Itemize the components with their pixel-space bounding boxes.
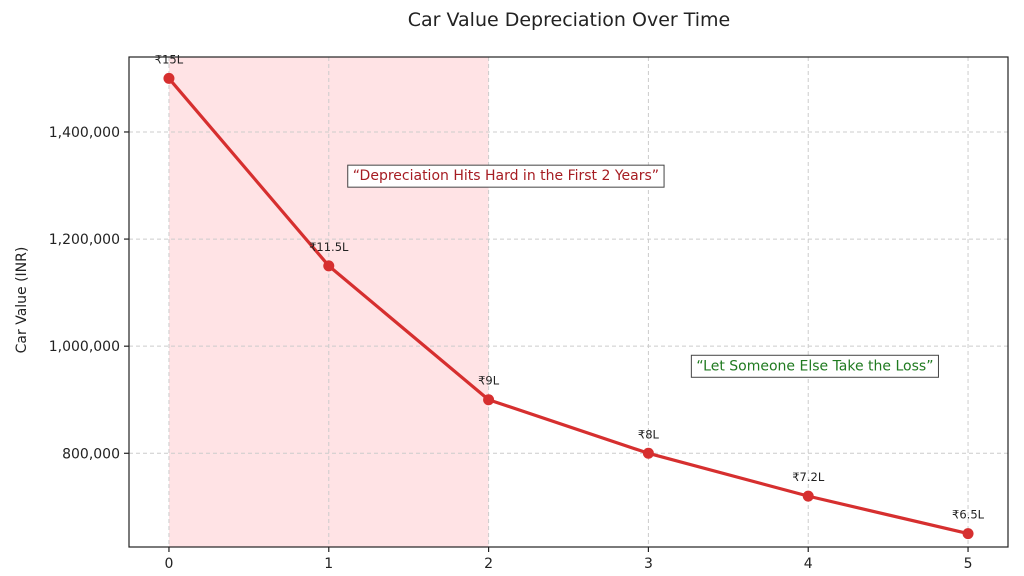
data-point	[802, 490, 814, 502]
data-label: ₹6.5L	[952, 508, 985, 522]
x-tick-label: 4	[804, 556, 813, 572]
grid-lines	[129, 57, 1008, 547]
x-tick-label: 2	[484, 556, 493, 572]
x-tick-label: 0	[164, 556, 173, 572]
chart-title: Car Value Depreciation Over Time	[408, 9, 730, 31]
annotation: “Let Someone Else Take the Loss”	[690, 354, 939, 378]
data-labels: ₹15L ₹11.5L ₹9L ₹8L ₹7.2L ₹6.5L	[155, 52, 985, 521]
annotation-text: “Depreciation Hits Hard in the First 2 Y…	[353, 168, 659, 184]
data-label: ₹11.5L	[309, 240, 349, 254]
y-tick-label: 1,400,000	[49, 125, 120, 141]
y-axis-label: Car Value (INR)	[14, 247, 30, 354]
data-point	[483, 394, 495, 406]
annotation-text: “Let Someone Else Take the Loss”	[696, 358, 933, 374]
x-tick-label: 1	[324, 556, 333, 572]
annotation-box	[690, 354, 939, 378]
data-point	[962, 528, 974, 540]
x-axis-ticks: 0 1 2 3 4 5	[164, 547, 973, 572]
data-label: ₹8L	[638, 427, 660, 441]
data-label: ₹15L	[155, 52, 184, 66]
annotations: “Depreciation Hits Hard in the First 2 Y…	[347, 164, 939, 378]
y-tick-label: 1,000,000	[49, 339, 120, 355]
data-point	[642, 447, 654, 459]
data-point	[323, 260, 335, 272]
y-tick-label: 800,000	[62, 446, 120, 462]
x-tick-label: 3	[644, 556, 653, 572]
series-line	[167, 77, 969, 536]
y-tick-label: 1,200,000	[49, 232, 120, 248]
data-label: ₹9L	[478, 374, 500, 388]
data-points	[163, 72, 974, 540]
data-label: ₹7.2L	[792, 470, 825, 484]
y-axis-ticks: 800,000 1,000,000 1,200,000 1,400,000	[49, 125, 129, 462]
plot-frame	[128, 56, 1009, 548]
data-point	[163, 72, 175, 84]
annotation-box	[347, 164, 665, 188]
x-tick-label: 5	[964, 556, 973, 572]
annotation: “Depreciation Hits Hard in the First 2 Y…	[347, 164, 665, 188]
